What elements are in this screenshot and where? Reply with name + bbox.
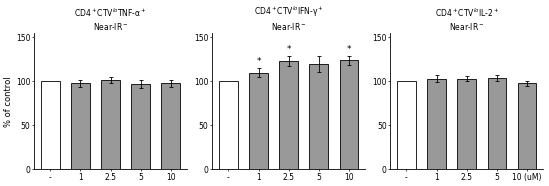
Bar	[41, 81, 60, 169]
Bar	[161, 83, 180, 169]
Bar	[397, 81, 416, 169]
Text: *: *	[347, 45, 351, 54]
Text: *: *	[256, 57, 261, 66]
Bar	[427, 79, 446, 169]
Title: CD4$^+$CTV$^{lo}$IL-2$^+$
Near-IR$^-$: CD4$^+$CTV$^{lo}$IL-2$^+$ Near-IR$^-$	[435, 6, 499, 32]
Bar	[457, 79, 476, 169]
Title: CD4$^+$CTV$^{lo}$TNF-α$^+$
Near-IR$^-$: CD4$^+$CTV$^{lo}$TNF-α$^+$ Near-IR$^-$	[74, 6, 147, 32]
Bar	[518, 83, 536, 169]
Y-axis label: % of control: % of control	[4, 76, 13, 126]
Bar	[340, 60, 358, 169]
Bar	[310, 64, 328, 169]
Bar	[279, 61, 298, 169]
Bar	[219, 81, 238, 169]
Bar	[131, 84, 150, 169]
Bar	[249, 73, 268, 169]
Text: *: *	[287, 45, 291, 54]
Bar	[71, 83, 89, 169]
Bar	[101, 80, 120, 169]
Title: CD4$^+$CTV$^{lo}$IFN-γ$^+$
Near-IR$^-$: CD4$^+$CTV$^{lo}$IFN-γ$^+$ Near-IR$^-$	[254, 4, 323, 32]
Bar	[488, 78, 506, 169]
